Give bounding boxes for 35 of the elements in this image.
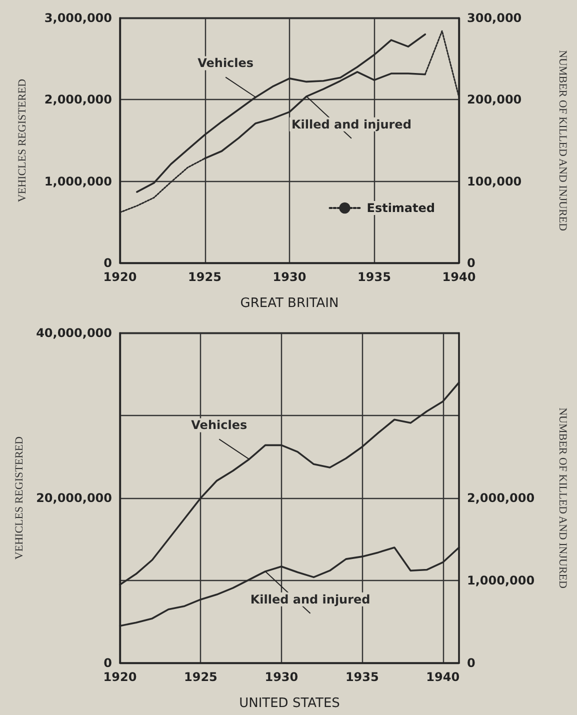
x-axis-title: GREAT BRITAIN: [240, 296, 339, 311]
y2-tick-label: 0: [467, 656, 476, 670]
y-tick-label: 0: [104, 656, 112, 670]
x-tick-label: 1940: [442, 270, 476, 284]
y-axis-title: VEHICLES REGISTERED: [16, 78, 28, 202]
y2-axis-title: NUMBER OF KILLED AND INJURED: [556, 50, 568, 231]
x-tick-label: 1935: [358, 270, 391, 284]
y2-tick-label: 200,000: [467, 92, 522, 107]
x-tick-label: 1925: [184, 670, 218, 684]
y-tick-label: 40,000,000: [36, 326, 112, 340]
series-label: Killed and injured: [250, 592, 370, 606]
y-tick-label: 0: [104, 256, 112, 270]
y-tick-label: 1,000,000: [44, 174, 112, 188]
y-axis-title: VEHICLES REGISTERED: [14, 436, 26, 560]
y2-tick-label: 100,000: [467, 174, 522, 188]
x-tick-label: 1920: [103, 270, 137, 284]
x-tick-label: 1930: [272, 270, 306, 284]
y2-tick-label: 300,000: [467, 11, 522, 25]
x-tick-label: 1935: [345, 670, 379, 684]
y-tick-label: 3,000,000: [44, 11, 112, 25]
x-tick-label: 1940: [426, 670, 460, 684]
y2-tick-label: 2,000,000: [467, 491, 535, 505]
legend-label: Estimated: [366, 201, 436, 215]
x-axis-title: UNITED STATES: [239, 696, 340, 711]
y2-axis-title: NUMBER OF KILLED AND INJURED: [556, 408, 568, 588]
y2-tick-label: 1,000,000: [467, 574, 535, 588]
series-label: Killed and injured: [291, 117, 412, 132]
y-tick-label: 2,000,000: [44, 92, 112, 107]
x-tick-label: 1920: [103, 670, 137, 684]
series-label: Vehicles: [191, 418, 248, 432]
x-tick-label: 1930: [264, 670, 298, 684]
y2-tick-label: 0: [467, 256, 476, 270]
x-tick-label: 1925: [188, 270, 222, 284]
y-tick-label: 20,000,000: [36, 491, 112, 505]
series-label: Vehicles: [198, 56, 254, 70]
